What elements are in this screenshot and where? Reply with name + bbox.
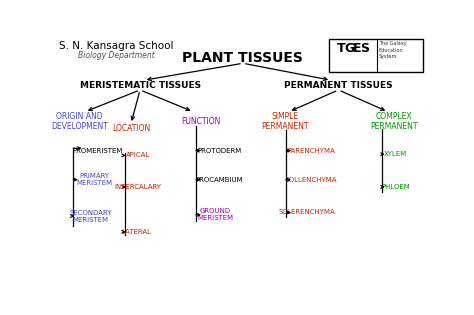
Text: COMPLEX
PERMANENT: COMPLEX PERMANENT <box>370 112 417 131</box>
Text: SECONDARY
MERISTEM: SECONDARY MERISTEM <box>69 209 112 223</box>
Text: The Galaxy
Education
System: The Galaxy Education System <box>379 42 406 59</box>
Text: SCLERENCHYMA: SCLERENCHYMA <box>279 209 336 215</box>
Text: S: S <box>360 42 369 55</box>
Text: PROTODERM: PROTODERM <box>197 148 241 154</box>
Text: PHLOEM: PHLOEM <box>381 184 410 190</box>
Text: LOCATION: LOCATION <box>112 124 150 133</box>
Text: Biology Department: Biology Department <box>78 51 155 60</box>
Text: SIMPLE
PERMANENT: SIMPLE PERMANENT <box>262 112 309 131</box>
FancyBboxPatch shape <box>329 39 423 72</box>
Text: S. N. Kansagra School: S. N. Kansagra School <box>59 42 173 51</box>
Text: PERMANENT TISSUES: PERMANENT TISSUES <box>284 81 393 89</box>
Text: ORIGIN AND
DEVELOPMENT: ORIGIN AND DEVELOPMENT <box>51 112 108 131</box>
Text: FUNCTION: FUNCTION <box>181 117 220 126</box>
Text: PARENCHYMA: PARENCHYMA <box>287 148 335 154</box>
Text: PRIMARY
MERISTEM: PRIMARY MERISTEM <box>76 173 112 186</box>
Text: PLANT TISSUES: PLANT TISSUES <box>182 51 303 66</box>
Text: T: T <box>337 42 345 55</box>
Text: E: E <box>353 42 362 55</box>
Text: INTERCALARY: INTERCALARY <box>115 184 162 190</box>
Text: PROMERISTEM: PROMERISTEM <box>73 148 123 154</box>
Text: XYLEM: XYLEM <box>384 151 407 157</box>
Text: MERISTEMATIC TISSUES: MERISTEMATIC TISSUES <box>80 81 201 89</box>
Text: COLLENCHYMA: COLLENCHYMA <box>284 177 337 183</box>
Text: GROUND
MERISTEM: GROUND MERISTEM <box>197 208 233 221</box>
Text: PROCAMBIUM: PROCAMBIUM <box>195 177 243 183</box>
Text: G: G <box>344 42 354 55</box>
Text: APICAL: APICAL <box>126 152 150 158</box>
Text: LATERAL: LATERAL <box>121 229 151 235</box>
